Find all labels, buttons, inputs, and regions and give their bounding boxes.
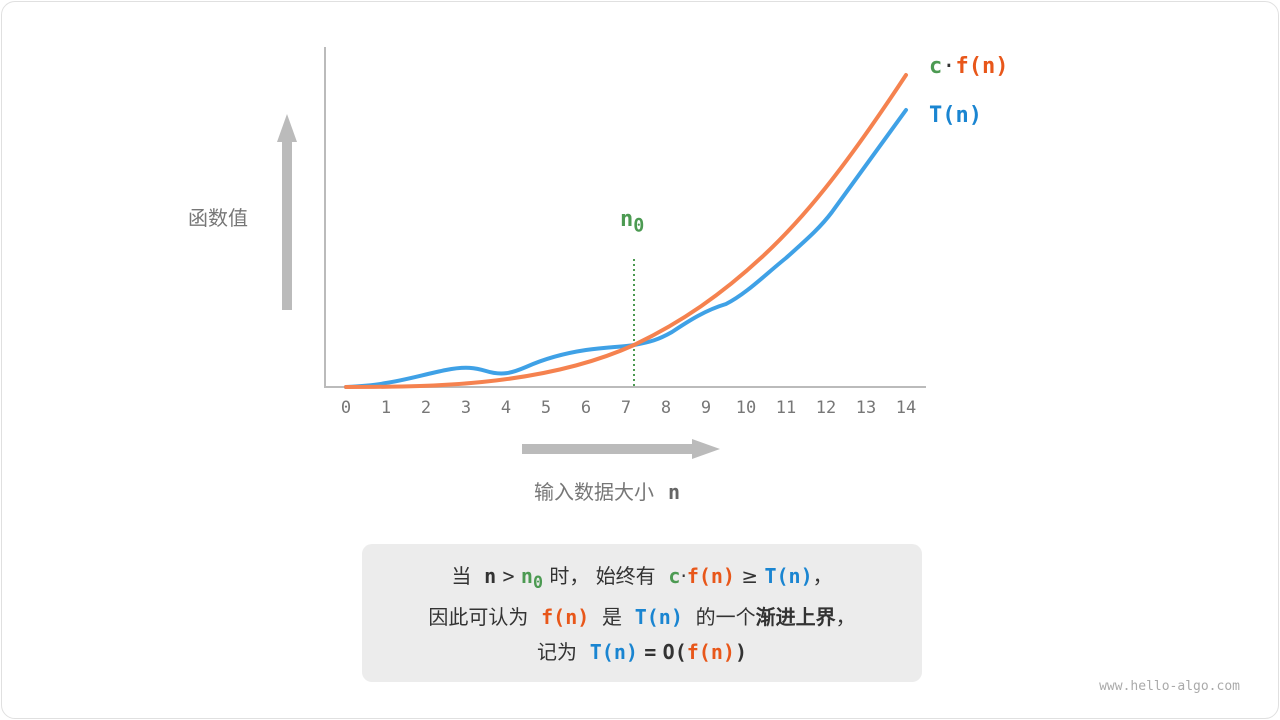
note-text: n [520,564,533,588]
note-text: ) [734,640,747,664]
explanation-box: 当 n > n0 时， 始终有 c·f(n) ≥ T(n)， 因此可认为 f(n… [362,544,922,682]
note-text: n0 [520,564,543,592]
note-text: T(n) [589,640,638,664]
note-text: 0 [532,573,543,592]
x-tick: 14 [895,398,917,418]
note-line-1: 当 n > n0 时， 始终有 c·f(n) ≥ T(n)， [362,559,922,600]
x-tick: 11 [775,398,797,418]
note-text: = [644,640,657,664]
n0-base: n [620,207,634,232]
axes [324,47,926,388]
note-text: f(n) [686,640,735,664]
note-text: 是 [602,605,622,629]
x-tick: 3 [460,398,472,418]
x-axis-label-text: 输入数据大小 [534,480,654,504]
note-text: 的一个 [695,605,756,629]
x-axis-var: n [668,480,681,504]
note-text: n [484,564,497,588]
x-tick: 1 [380,398,392,418]
y-axis-label: 函数值 [188,206,248,230]
note-text: 记为 [537,640,578,664]
watermark: www.hello-algo.com [1099,679,1240,694]
legend-t-n: T(n) [929,103,982,128]
x-tick: 4 [500,398,512,418]
note-text: T(n) [634,605,683,629]
note-text: 始终有 [595,564,656,588]
note-text: ≥ [741,564,759,588]
note-text: c [668,564,681,588]
x-tick: 10 [735,398,757,418]
note-text: O( [662,640,687,664]
note-text: ， [812,564,833,588]
legend-c-f-n: c·f(n) [929,54,1008,79]
n0-label: n0 [620,207,644,236]
legend-f: f(n) [955,54,1009,79]
x-tick: 6 [580,398,592,418]
note-text: 当 [451,564,472,588]
note-line-2: 因此可认为 f(n) 是 T(n) 的一个渐进上界， [362,600,922,635]
note-line-3: 记为 T(n) = O(f(n)) [362,635,922,670]
y-arrow-icon [277,114,297,310]
legend-c: c [929,54,943,79]
note-text: T(n) [764,564,813,588]
x-tick: 13 [855,398,877,418]
note-text: ， [835,605,856,629]
x-axis-label: 输入数据大小 n [534,476,680,505]
note-text: f(n) [686,564,735,588]
note-text: 因此可认为 [428,605,529,629]
x-tick: 9 [700,398,712,418]
x-arrow-icon [522,439,720,459]
x-tick: 12 [815,398,837,418]
x-tick: 7 [620,398,632,418]
c-f-n-curve [344,73,908,389]
x-tick: 5 [540,398,552,418]
legend-dot: · [942,54,956,79]
note-text: 时， [549,564,590,588]
x-tick: 0 [340,398,352,418]
n0-sub: 0 [633,215,645,237]
note-text: · [680,564,687,588]
x-tick: 2 [420,398,432,418]
t-n-curve [344,108,908,389]
note-text: f(n) [541,605,590,629]
x-tick: 8 [660,398,672,418]
note-text: 渐进上界 [755,605,836,629]
note-text: > [502,564,515,588]
